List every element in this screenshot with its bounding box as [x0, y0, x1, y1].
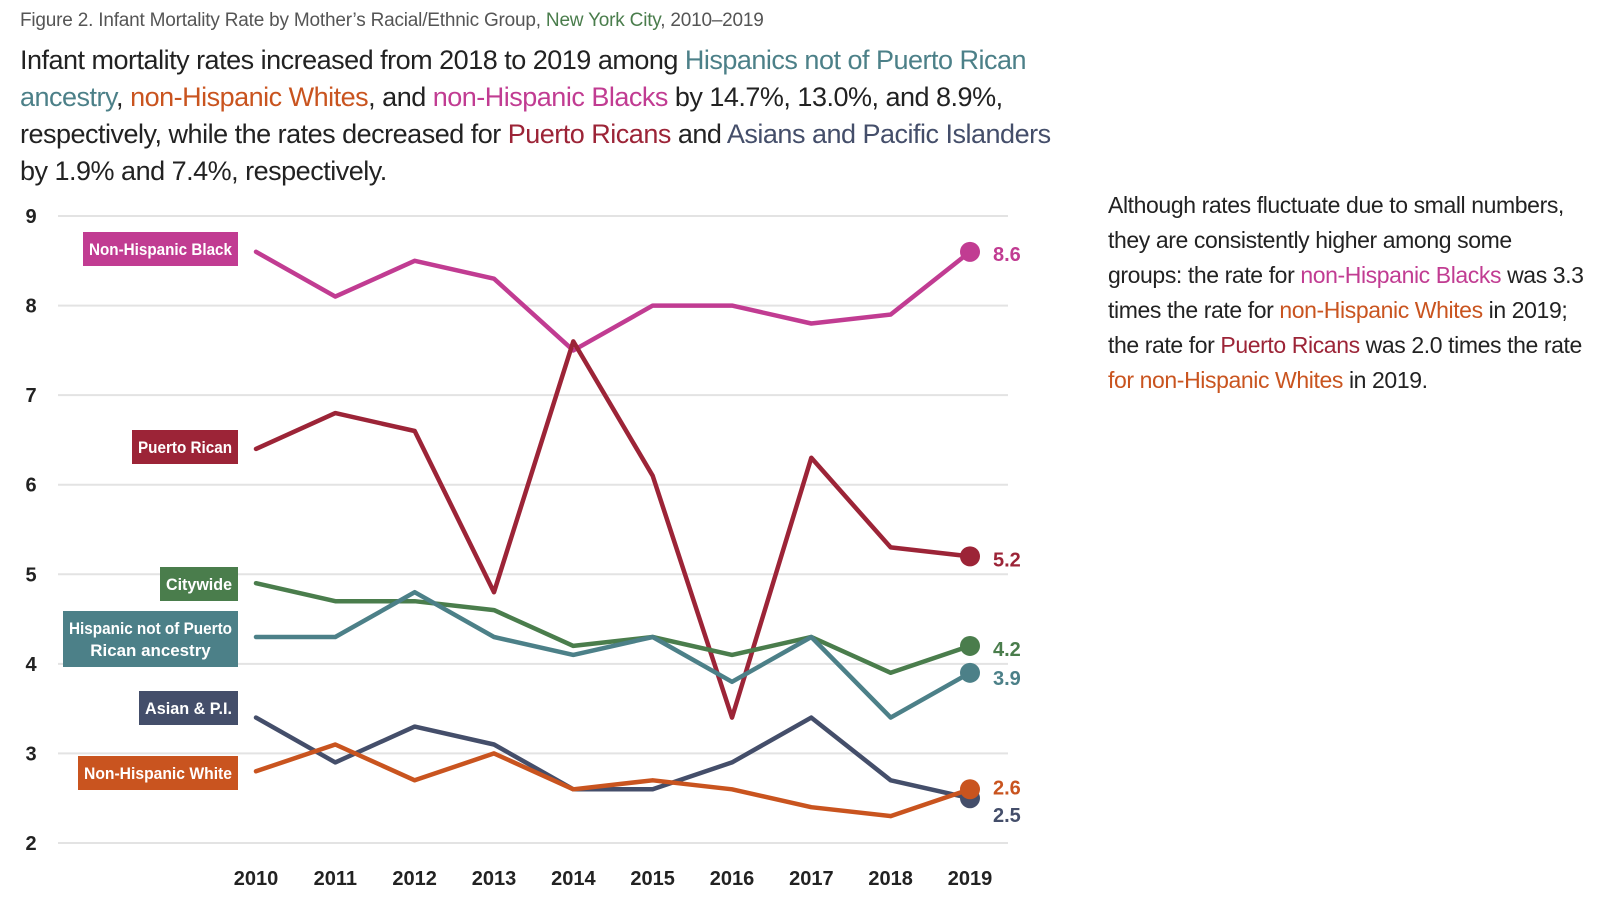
headline-text-5: and [670, 119, 727, 149]
side-note-text-4: was 2.0 times the rate [1359, 332, 1583, 358]
series-label-box-asian [139, 691, 238, 725]
end-point-black [960, 241, 980, 262]
headline-group-asian: Asians and Pacific Islanders [726, 119, 1051, 149]
end-label-city: 4.2 [993, 639, 1021, 661]
series-line-hisp [253, 589, 973, 720]
series-label-box-pr [132, 430, 238, 464]
series-line-asian [253, 715, 973, 801]
series-label-hisp: Rican ancestry [90, 641, 211, 660]
headline-text-2: , [116, 82, 131, 112]
end-point-hisp [960, 662, 980, 683]
x-tick-label: 2019 [948, 868, 993, 890]
y-tick-label: 8 [25, 296, 36, 318]
y-tick-label: 7 [25, 385, 36, 407]
headline-group-hispanic: Hispanics not of Puerto Rican ancestry [20, 45, 1027, 112]
y-axis-ticks: 2 3 4 5 6 7 8 9 [25, 206, 37, 855]
x-tick-label: 2010 [234, 868, 279, 890]
series-label-hisp: Hispanic not of Puerto [69, 619, 232, 638]
end-label-pr: 5.2 [993, 549, 1021, 571]
y-tick-label: 9 [25, 206, 36, 228]
end-labels: 8.6 5.2 4.2 3.9 2.5 2.6 [993, 244, 1021, 827]
grid-lines [58, 215, 1008, 844]
x-tick-label: 2012 [392, 868, 437, 890]
series-label-pr: Puerto Rican [138, 438, 232, 457]
side-note-text-5: in 2019. [1342, 367, 1428, 393]
x-axis-ticks: 2010 2011 2012 2013 2014 2015 2016 2017 2018 2019 [234, 868, 993, 890]
x-tick-label: 2017 [789, 868, 834, 890]
y-tick-label: 4 [25, 654, 37, 676]
x-tick-label: 2015 [630, 868, 675, 890]
series-label-black: Non-Hispanic Black [89, 240, 232, 259]
series-label-city: Citywide [166, 575, 232, 594]
chart-headline: Infant mortality rates increased from 20… [20, 42, 1080, 190]
side-note: Although rates fluctuate due to small nu… [1108, 188, 1590, 398]
y-tick-label: 6 [25, 475, 36, 497]
figure-label: Figure 2. Infant Mortality Rate by Mothe… [20, 10, 764, 32]
series-line-pr [253, 339, 973, 720]
headline-group-black: non-Hispanic Blacks [432, 82, 669, 112]
x-tick-label: 2011 [314, 868, 357, 890]
headline-group-puerto-rican: Puerto Ricans [507, 119, 672, 149]
x-tick-label: 2018 [868, 868, 913, 890]
series-lines [253, 241, 980, 819]
side-note-group-white-2: for non-Hispanic Whites [1108, 367, 1343, 393]
series-labels: Non-Hispanic Black Puerto Rican Citywide Hi… [63, 232, 238, 790]
x-tick-label: 2014 [551, 868, 596, 890]
side-note-text-2: was 3.3 times the rate for [1108, 262, 1584, 323]
series-label-box-black [83, 232, 238, 266]
x-tick-label: 2016 [710, 868, 755, 890]
series-line-white [253, 742, 973, 819]
figure-label-suffix: , 2010–2019 [660, 10, 764, 31]
series-line-city [253, 580, 973, 676]
x-tick-label: 2013 [472, 868, 517, 890]
headline-text-3: , and [368, 82, 433, 112]
figure-label-place: New York City [545, 10, 661, 31]
headline-text-4: by 14.7%, 13.0%, and 8.9%, respectively,… [20, 82, 1003, 149]
end-point-pr [960, 546, 980, 567]
end-point-white [960, 779, 980, 800]
series-label-box-white [78, 756, 238, 790]
headline-text-6: by 1.9% and 7.4%, respectively. [20, 156, 387, 186]
series-label-white: Non-Hispanic White [84, 764, 232, 783]
end-point-city [960, 635, 980, 656]
side-note-text-1: Although rates fluctuate due to small nu… [1108, 192, 1564, 288]
series-label-asian: Asian & P.I. [145, 699, 232, 718]
series-line-black [253, 249, 973, 353]
series-label-box-city [160, 567, 238, 601]
figure-label-prefix: Figure 2. Infant Mortality Rate by Mothe… [20, 10, 546, 31]
end-label-asian: 2.5 [993, 805, 1021, 827]
end-label-black: 8.6 [993, 244, 1021, 266]
y-tick-label: 2 [25, 833, 36, 855]
headline-group-white: non-Hispanic Whites [130, 82, 369, 112]
side-note-group-puerto-rican: Puerto Ricans [1220, 332, 1360, 358]
side-note-group-white: non-Hispanic Whites [1279, 297, 1483, 323]
end-label-hisp: 3.9 [993, 668, 1021, 690]
side-note-group-black: non-Hispanic Blacks [1300, 262, 1502, 288]
y-tick-label: 3 [25, 743, 36, 765]
headline-text-1: Infant mortality rates increased from 20… [20, 45, 685, 75]
side-note-text-3: in 2019; the rate for [1108, 297, 1568, 358]
y-tick-label: 5 [25, 564, 36, 586]
series-label-box-hisp [63, 611, 238, 667]
end-label-white: 2.6 [993, 777, 1021, 799]
